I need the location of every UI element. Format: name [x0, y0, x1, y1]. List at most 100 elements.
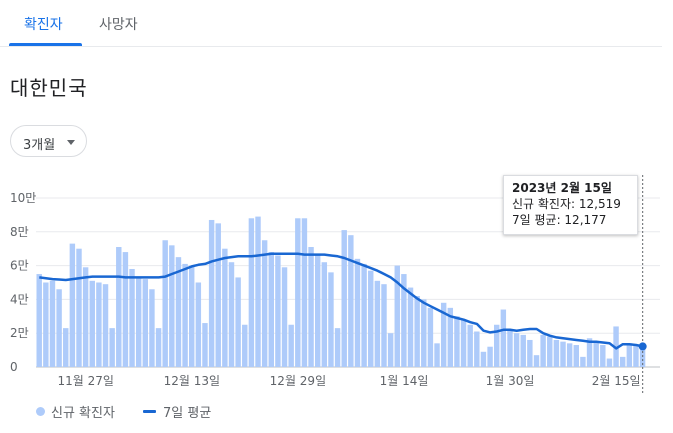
bar — [520, 334, 526, 367]
bar — [116, 247, 122, 367]
cases-chart[interactable]: 0 2만 4만 6만 8만 10만 11월 27일 12월 13일 12월 29일 1월 14일 1… — [0, 170, 673, 405]
bar — [566, 343, 573, 367]
y-tick-label: 4만 — [10, 292, 29, 306]
bar — [354, 258, 361, 367]
bar — [142, 279, 149, 367]
bar — [394, 265, 400, 367]
bar — [295, 218, 301, 367]
legend-line-swatch — [143, 410, 156, 413]
bar — [36, 274, 42, 367]
bar — [421, 299, 427, 367]
bar — [169, 245, 175, 367]
bar — [235, 277, 241, 367]
bar — [454, 316, 460, 367]
bar — [533, 355, 540, 367]
bar — [527, 339, 533, 367]
bar — [467, 324, 473, 367]
bar — [507, 329, 513, 367]
bar — [76, 248, 82, 367]
bar — [427, 307, 434, 367]
bar — [63, 328, 69, 367]
bar — [573, 345, 579, 367]
bar — [122, 252, 129, 367]
highlight-point — [638, 342, 647, 351]
bar — [513, 333, 520, 367]
bar — [281, 267, 288, 367]
bar — [222, 248, 228, 367]
bar — [560, 341, 566, 367]
bar — [182, 263, 188, 367]
bar — [593, 341, 599, 367]
active-tab-indicator — [9, 43, 82, 46]
bar — [613, 326, 619, 367]
range-dropdown[interactable]: 3개월 — [10, 125, 87, 157]
bar — [401, 274, 407, 367]
tooltip-date: 2023년 2월 15일 — [512, 181, 612, 195]
bar — [500, 309, 507, 367]
bar — [586, 338, 593, 367]
bar — [149, 289, 155, 367]
legend-label-new-cases: 신규 확진자 — [51, 406, 115, 421]
bar — [381, 284, 387, 367]
bar — [43, 282, 49, 367]
x-tick-label: 1월 30일 — [486, 374, 535, 388]
bar — [387, 333, 394, 367]
bar — [407, 287, 414, 367]
bar — [268, 252, 274, 367]
bar — [102, 284, 109, 367]
bar — [89, 280, 95, 367]
bar — [301, 218, 308, 367]
bar — [242, 324, 248, 367]
bar — [547, 336, 553, 367]
bar — [460, 319, 467, 367]
bar — [580, 356, 586, 367]
y-tick-label: 2만 — [10, 326, 29, 340]
bar — [540, 334, 546, 367]
average-line — [39, 252, 643, 350]
bar — [434, 343, 440, 367]
x-tick-label: 12월 13일 — [164, 374, 220, 388]
tooltip-new-cases: 신규 확진자: 12,519 — [512, 197, 621, 211]
bar — [135, 277, 142, 367]
bar — [109, 328, 115, 367]
bar — [248, 218, 255, 367]
bar — [129, 268, 135, 367]
y-tick-label: 0 — [10, 360, 18, 374]
bar — [162, 240, 168, 367]
range-dropdown-label: 3개월 — [23, 138, 56, 153]
x-tick-label: 1월 14일 — [380, 374, 429, 388]
tab-deaths[interactable]: 사망자 — [99, 17, 138, 33]
bar — [189, 265, 195, 367]
x-tick-label: 11월 27일 — [58, 374, 114, 388]
bar — [275, 255, 281, 367]
bar — [334, 328, 341, 367]
bar — [195, 282, 202, 367]
bar — [626, 343, 633, 367]
y-tick-label: 6만 — [10, 259, 29, 273]
bar — [348, 235, 354, 367]
bar — [82, 267, 89, 367]
tab-bar: 확진자 사망자 — [0, 0, 662, 47]
bar — [228, 262, 235, 367]
bar — [606, 358, 613, 367]
bar — [96, 282, 102, 367]
bar — [414, 296, 420, 367]
bar — [314, 255, 321, 367]
bar — [619, 356, 626, 367]
y-tick-label: 10만 — [10, 191, 36, 205]
bar — [49, 280, 56, 367]
bar — [56, 289, 62, 367]
bar — [328, 272, 334, 367]
chart-tooltip: 2023년 2월 15일 신규 확진자: 12,519 7일 평균: 12,17… — [503, 175, 638, 235]
bar — [175, 257, 182, 367]
bar — [633, 345, 639, 367]
bar — [480, 351, 487, 367]
bar — [440, 302, 447, 367]
tab-confirmed-cases[interactable]: 확진자 — [24, 17, 63, 33]
bar — [69, 243, 76, 367]
region-title: 대한민국 — [10, 76, 88, 100]
bar — [553, 339, 560, 367]
bar — [202, 323, 208, 367]
x-tick-label: 2월 15일 — [592, 374, 641, 388]
x-tick-label: 12월 29일 — [270, 374, 326, 388]
